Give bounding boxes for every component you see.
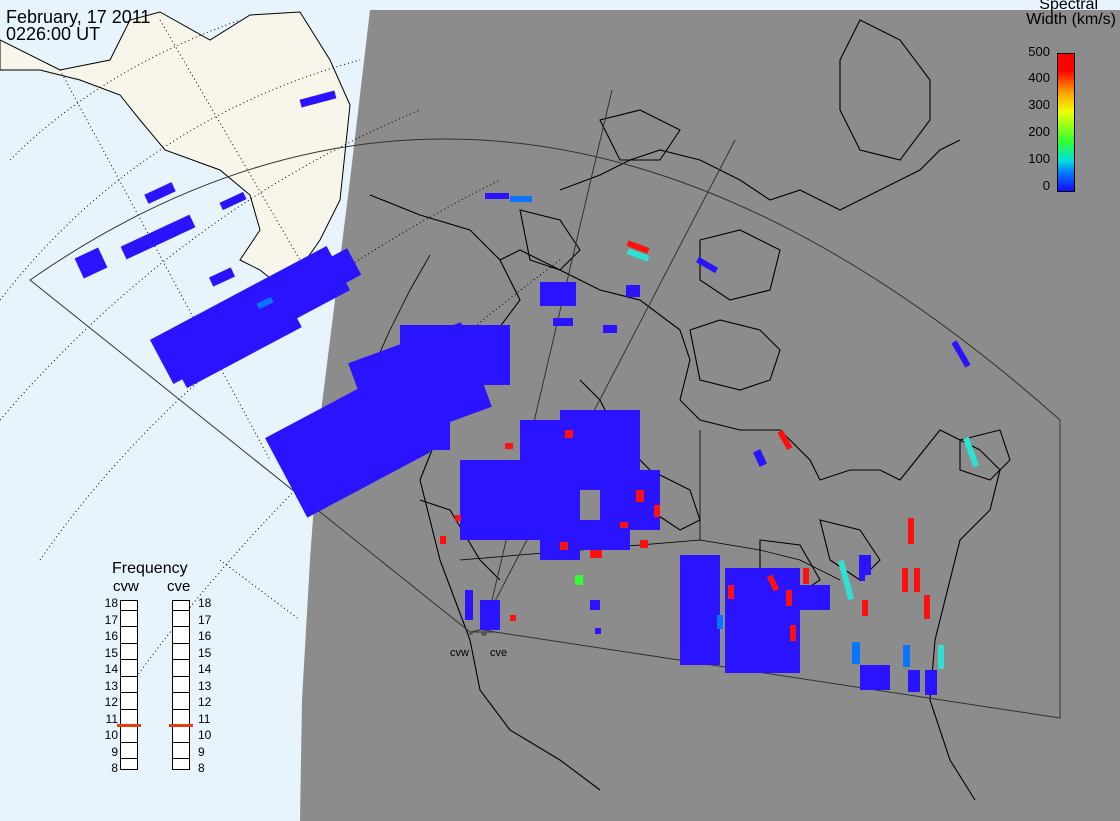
radar-site-cvw-marker [469,631,473,635]
gauge-row [173,692,189,708]
scatter-cyan [626,248,979,669]
frequency-radar-cve: cve [167,578,191,595]
scatter-green [575,575,583,585]
scatter-cvw-band [74,90,660,634]
frequency-scale-label: 18 [198,596,212,610]
gauge-row [121,659,137,675]
gauge-row [121,692,137,708]
gauge-row [173,659,189,675]
frequency-scale-label: 17 [104,612,118,627]
colorbar-tick: 200 [1028,124,1050,139]
gauge-row [173,708,189,725]
frequency-scale-label: 9 [198,744,205,759]
gauge-row [121,642,137,659]
frequency-scale-label: 10 [198,728,212,742]
frequency-scale-label: 13 [198,678,212,693]
gauge-row [173,626,189,642]
spectral-width-colorbar [1057,53,1075,192]
gauge-row [173,725,189,741]
frequency-marker [169,723,193,727]
frequency-scale-label: 15 [104,645,118,660]
colorbar-title-line2: Width (km/s) [1026,11,1116,28]
frequency-scale-label: 8 [111,761,118,775]
frequency-scale-label: 16 [198,629,212,643]
radar-site-cve-marker [481,630,487,636]
gauge-row [121,725,137,741]
colorbar-tick: 300 [1028,97,1050,112]
latitude-grid [0,19,561,701]
colorbar-tick: 100 [1028,151,1050,166]
gauge-row [121,626,137,642]
gauge-row [121,708,137,725]
gauge-row [121,675,137,692]
frequency-title: Frequency [112,560,188,577]
frequency-scale-label: 8 [198,761,205,775]
frequency-scale-label: 11 [105,711,118,726]
frequency-radar-cvw: cvw [113,578,139,595]
gauge-row [121,758,137,774]
frequency-scale-label: 11 [198,711,211,726]
frequency-scale-label: 14 [104,662,118,676]
gauge-row [173,642,189,659]
site-label-cvw: cvw [450,647,469,659]
site-label-cve: cve [490,647,508,659]
frequency-scale-label: 12 [198,695,212,709]
date-label: February, 17 2011 [6,7,151,27]
frequency-scale-label: 14 [198,662,212,676]
colorbar-tick: 500 [1028,44,1050,59]
frequency-scale-label: 12 [104,695,118,709]
frequency-scale-label: 13 [104,678,118,693]
gauge-row [121,741,137,758]
scatter-red [440,240,930,641]
coastlines [369,19,1011,801]
frequency-gauge-cvw [117,600,141,770]
frequency-scale-label: 10 [104,728,118,742]
gauge-row [173,741,189,758]
scatter-cve-band [680,256,971,695]
colorbar-title-line1: Spectral [1039,0,1098,13]
time-label: 0226:00 UT [6,24,101,44]
gauge-row [121,609,137,626]
frequency-scale-label: 15 [198,645,212,660]
scatter-lightblue [256,196,910,667]
frequency-scale-label: 9 [111,744,118,759]
night-terminator-shade [300,10,1120,821]
gauge-row [173,609,189,626]
gauge-row [173,758,189,774]
frequency-gauge-cve [169,600,193,770]
frequency-scale-label: 18 [104,596,118,610]
colorbar-tick: 400 [1028,70,1050,85]
gauge-row [173,675,189,692]
frequency-scale-label: 16 [104,629,118,643]
frequency-marker [117,723,141,727]
colorbar-tick: 0 [1042,178,1050,193]
frequency-scale-label: 17 [198,612,212,627]
